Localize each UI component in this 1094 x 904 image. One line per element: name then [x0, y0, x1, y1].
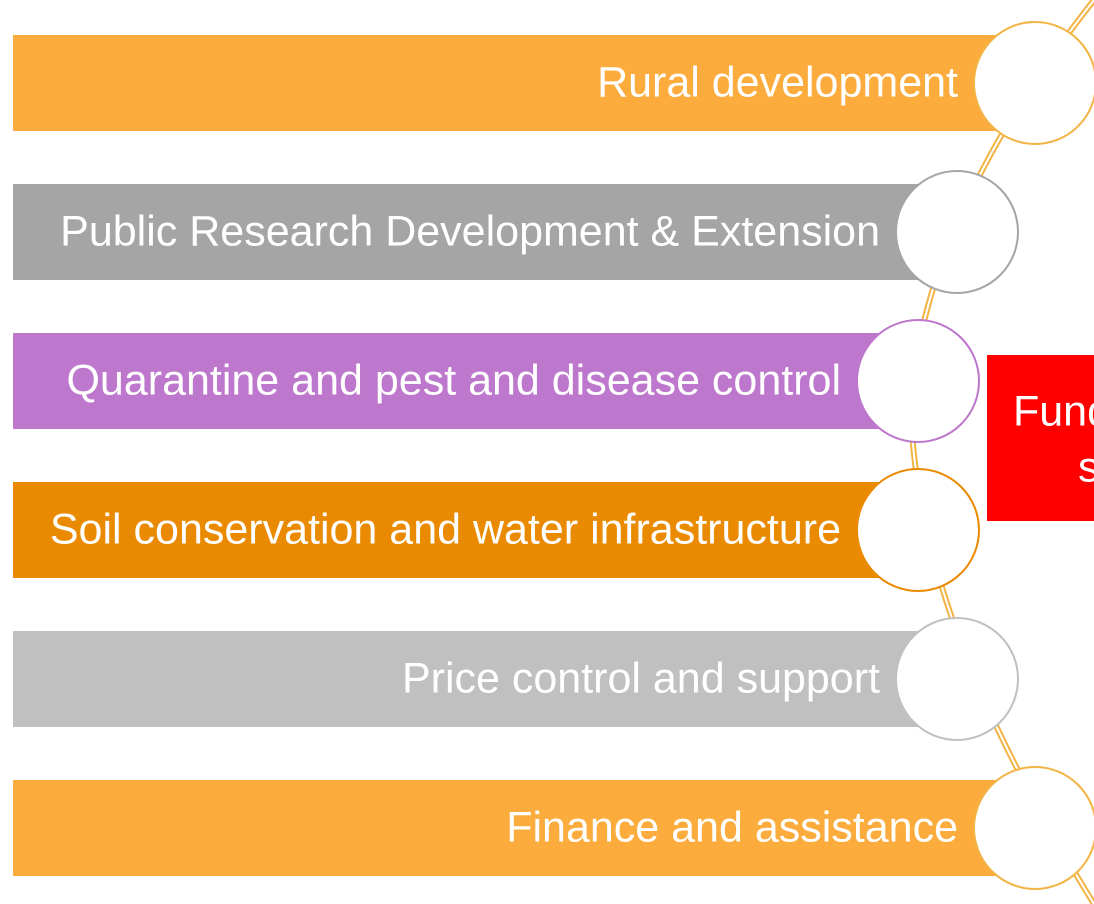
item-circle: [895, 170, 1019, 294]
item-circle: [856, 468, 980, 592]
box-line: s: [1078, 443, 1094, 491]
item-bar: [13, 780, 1035, 876]
item-label: Rural development: [597, 58, 958, 106]
item-label: Soil conservation and water infrastructu…: [50, 505, 841, 553]
item-bar: [13, 631, 957, 727]
item-circle: [973, 766, 1094, 890]
connector-arc: [909, 0, 1094, 904]
box-line: Fund: [1013, 387, 1094, 435]
item-label: Quarantine and pest and disease control: [66, 356, 841, 404]
item-bar: [13, 35, 1035, 131]
item-bar: [13, 184, 957, 280]
item-label: Public Research Development & Extension: [60, 207, 880, 255]
item-bar: [13, 482, 918, 578]
center-box: [987, 355, 1094, 521]
item-label: Price control and support: [402, 654, 880, 702]
item-circle: [895, 617, 1019, 741]
item-circle: [973, 21, 1094, 145]
item-bar: [13, 333, 918, 429]
item-circle: [856, 319, 980, 443]
item-label: Finance and assistance: [506, 803, 958, 851]
